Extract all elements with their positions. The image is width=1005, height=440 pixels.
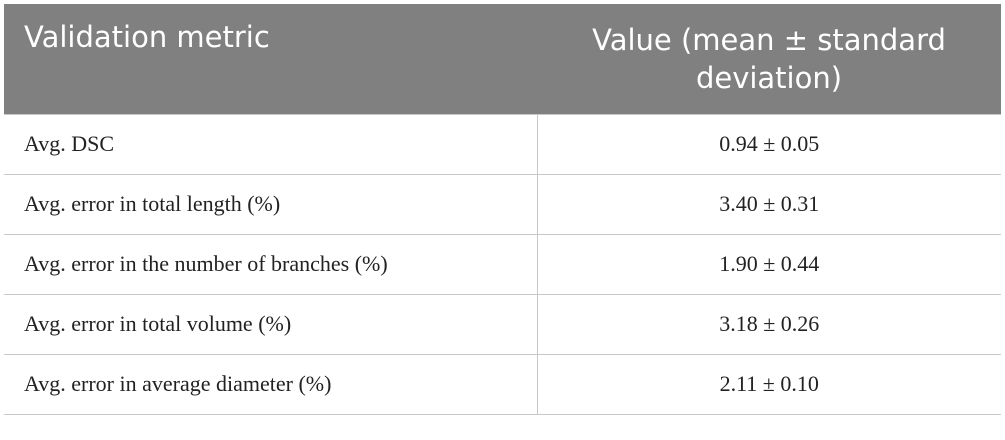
table-row: Avg. error in the number of branches (%)… — [4, 233, 1001, 295]
header-cell: Value (mean ± standard deviation) — [537, 4, 1001, 114]
table-row: Avg. DSC 0.94 ± 0.05 — [4, 113, 1001, 175]
table-row: Avg. error in total volume (%) 3.18 ± 0.2… — [4, 293, 1001, 355]
table: Validation metric Value (mean ± standard… — [4, 4, 1001, 415]
header-text: Value (mean ± standard deviation) — [592, 22, 946, 95]
metric-cell: Avg. error in total length (%) — [4, 173, 538, 235]
metric-cell: Avg. error in average diameter (%) — [4, 353, 538, 415]
value-cell: 0.94 ± 0.05 — [536, 113, 1001, 175]
header-cell: Validation metric — [4, 4, 537, 114]
value-cell: 2.11 ± 0.10 — [536, 353, 1001, 415]
value-cell: 1.90 ± 0.44 — [536, 233, 1001, 295]
table-row: Avg. error in average diameter (%) 2.11 ±… — [4, 353, 1001, 415]
metric-cell: Avg. DSC — [4, 113, 538, 175]
header-row: Validation metric Value (mean ± standard… — [4, 4, 1001, 114]
table-body: Avg. DSC 0.94 ± 0.05 Avg. error in total l… — [4, 113, 1001, 415]
value-cell: 3.40 ± 0.31 — [536, 173, 1001, 235]
table-header: Validation metric Value (mean ± standard… — [4, 4, 1001, 114]
metric-cell: Avg. error in the number of branches (%) — [4, 233, 538, 295]
value-cell: 3.18 ± 0.26 — [536, 293, 1001, 355]
table-row: Avg. error in total length (%) 3.40 ± 0.3… — [4, 173, 1001, 235]
metric-cell: Avg. error in total volume (%) — [4, 293, 538, 355]
